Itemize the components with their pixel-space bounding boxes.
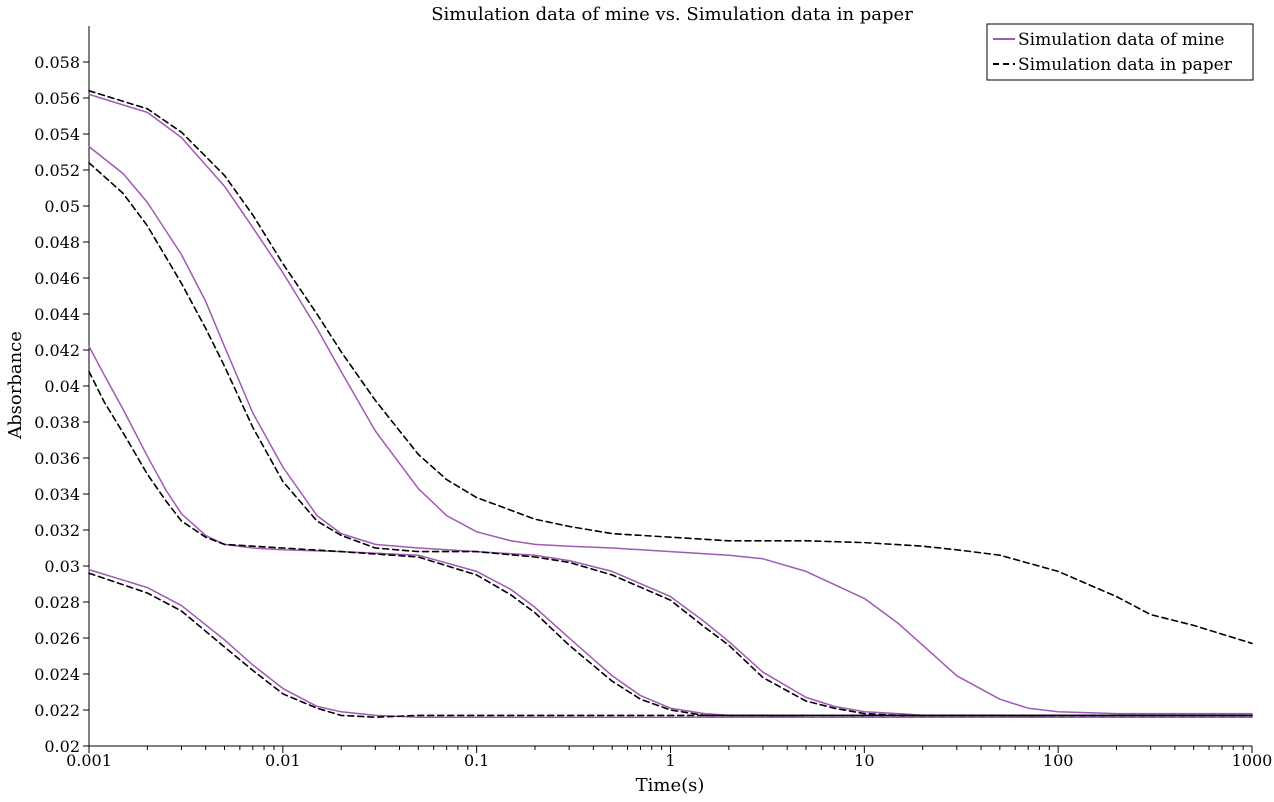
- x-ticks: 0.001 0.01 0.1 1 10 100 1000: [66, 746, 1272, 770]
- axes: [88, 26, 1252, 747]
- y-axis-label: Absorbance: [5, 331, 26, 440]
- x-tick-label: 0.01: [265, 751, 301, 770]
- y-tick-label: 0.05: [44, 197, 80, 216]
- chart-title: Simulation data of mine vs. Simulation d…: [431, 4, 913, 25]
- x-tick-label: 100: [1043, 751, 1074, 770]
- series-line-mine-3: [88, 345, 1253, 718]
- y-tick-label: 0.036: [34, 449, 80, 468]
- series-line-mine-2: [88, 145, 1253, 718]
- y-tick-label: 0.024: [34, 665, 80, 684]
- legend-label-mine: Simulation data of mine: [1018, 30, 1224, 50]
- series-line-mine-1: [88, 93, 1253, 715]
- y-tick-label: 0.02: [44, 737, 80, 756]
- y-tick-label: 0.052: [34, 161, 80, 180]
- series-line-paper-4: [88, 572, 1253, 719]
- x-tick-label: 0.1: [464, 751, 489, 770]
- y-tick-label: 0.044: [34, 305, 80, 324]
- x-axis-label: Time(s): [636, 775, 705, 796]
- y-tick-label: 0.038: [34, 413, 80, 432]
- y-tick-label: 0.032: [34, 521, 80, 540]
- y-tick-label: 0.054: [34, 125, 80, 144]
- y-tick-label: 0.034: [34, 485, 80, 504]
- y-tick-label: 0.056: [34, 89, 80, 108]
- y-ticks: 0.02 0.022 0.024 0.026 0.028 0.03 0.032 0.034 0.…: [34, 53, 89, 756]
- series-line-mine-4: [88, 568, 1253, 718]
- x-tick-label: 1000: [1232, 751, 1273, 770]
- y-tick-label: 0.058: [34, 53, 80, 72]
- y-tick-label: 0.04: [44, 377, 80, 396]
- x-tick-label: 1: [665, 751, 675, 770]
- x-tick-label: 0.001: [66, 751, 112, 770]
- series-line-paper-2: [88, 162, 1253, 717]
- y-tick-label: 0.046: [34, 269, 80, 288]
- legend-label-paper: Simulation data in paper: [1018, 55, 1233, 75]
- series-line-paper-1: [88, 90, 1253, 645]
- y-tick-label: 0.048: [34, 233, 80, 252]
- y-tick-label: 0.026: [34, 629, 80, 648]
- y-tick-label: 0.03: [44, 557, 80, 576]
- x-tick-label: 10: [854, 751, 874, 770]
- legend-box: [986, 23, 1254, 81]
- series-layer: [88, 90, 1253, 719]
- y-tick-label: 0.028: [34, 593, 80, 612]
- series-line-paper-3: [88, 370, 1253, 717]
- y-tick-label: 0.022: [34, 701, 80, 720]
- y-tick-label: 0.042: [34, 341, 80, 360]
- legend: Simulation data of mine Simulation data …: [986, 23, 1254, 81]
